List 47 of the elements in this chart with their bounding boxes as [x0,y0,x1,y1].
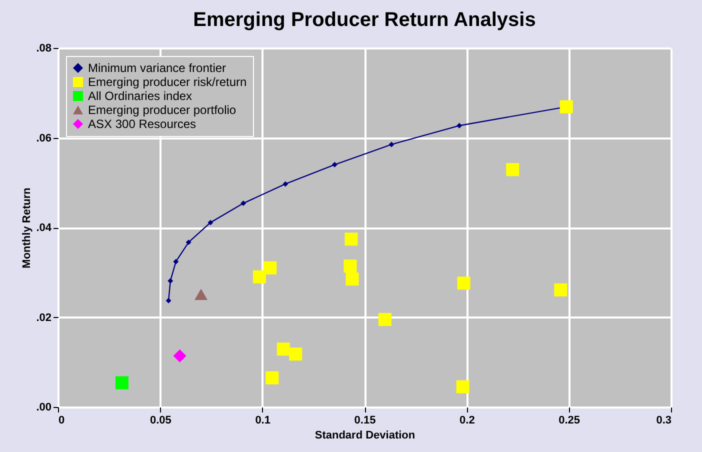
y-tick-label: .06 [36,132,52,144]
x-tick-label: 0.2 [460,414,475,426]
point [456,122,462,128]
y-tick-label: .08 [36,42,52,54]
point [208,220,214,226]
point [289,348,302,361]
legend-label: All Ordinaries index [88,89,192,103]
point [456,380,470,394]
point [282,181,288,187]
point [560,100,573,114]
x-tick-label: 0.05 [150,414,172,426]
point [276,342,290,356]
point [346,272,359,286]
point [506,163,520,176]
y-tick-label: .00 [36,402,52,414]
legend-label: Emerging producer portfolio [88,103,236,117]
legend-label: ASX 300 Resources [88,117,196,131]
point [173,258,179,264]
point [554,283,568,296]
legend-label: Minimum variance frontier [88,61,226,75]
point [264,261,277,274]
point [378,312,392,326]
x-tick-label: 0.15 [354,414,376,426]
point [344,232,358,246]
point [332,162,338,168]
point [240,200,246,206]
point [173,349,186,362]
point [344,260,357,273]
y-tick-label: .04 [36,222,52,234]
point [168,278,174,284]
point [266,371,279,384]
x-tick-label: 0 [58,414,65,426]
point [457,276,470,290]
x-tick-label: 0.25 [558,414,580,426]
point [166,298,172,304]
point [115,376,128,390]
x-tick-label: 0.3 [656,414,672,426]
point [252,270,266,284]
x-tick-label: 0.1 [255,414,270,426]
chart-title: Emerging Producer Return Analysis [193,9,536,31]
legend-label: Emerging producer risk/return [88,75,247,89]
point [388,142,394,148]
x-axis-title: Standard Deviation [314,430,416,442]
point [194,288,208,300]
y-axis-title: Monthly Return [21,187,34,268]
y-tick-label: .02 [36,312,52,324]
point [186,240,192,246]
